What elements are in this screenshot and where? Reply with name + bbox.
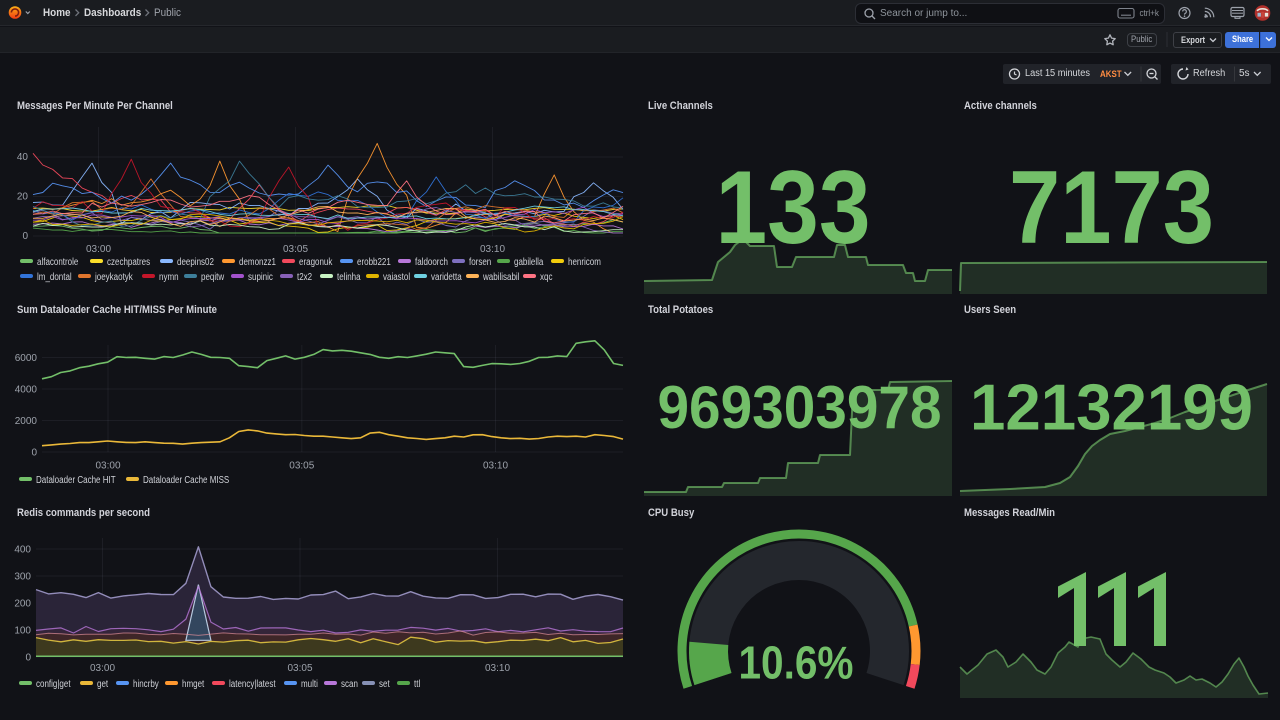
svg-text:100: 100: [14, 626, 31, 637]
svg-text:12132199: 12132199: [970, 371, 1253, 444]
svg-text:10.6%: 10.6%: [739, 637, 854, 689]
svg-text:4000: 4000: [15, 385, 38, 396]
svg-text:03:10: 03:10: [483, 461, 508, 472]
svg-text:03:00: 03:00: [95, 461, 120, 472]
svg-text:40: 40: [17, 152, 29, 163]
svg-text:7173: 7173: [1009, 150, 1214, 266]
svg-text:03:10: 03:10: [480, 244, 505, 255]
svg-text:2000: 2000: [15, 416, 38, 427]
svg-text:6000: 6000: [15, 353, 38, 364]
svg-text:0: 0: [25, 653, 31, 664]
svg-text:03:00: 03:00: [86, 244, 111, 255]
svg-text:969303978: 969303978: [658, 374, 942, 441]
svg-text:300: 300: [14, 572, 31, 583]
svg-text:20: 20: [17, 192, 29, 203]
svg-text:200: 200: [14, 599, 31, 610]
svg-text:03:05: 03:05: [283, 244, 308, 255]
svg-text:03:00: 03:00: [90, 663, 115, 674]
svg-text:133: 133: [716, 150, 871, 266]
svg-text:03:05: 03:05: [287, 663, 312, 674]
svg-text:0: 0: [31, 448, 37, 459]
svg-text:03:10: 03:10: [485, 663, 510, 674]
svg-text:03:05: 03:05: [289, 461, 314, 472]
svg-text:0: 0: [22, 231, 28, 242]
svg-text:400: 400: [14, 545, 31, 556]
